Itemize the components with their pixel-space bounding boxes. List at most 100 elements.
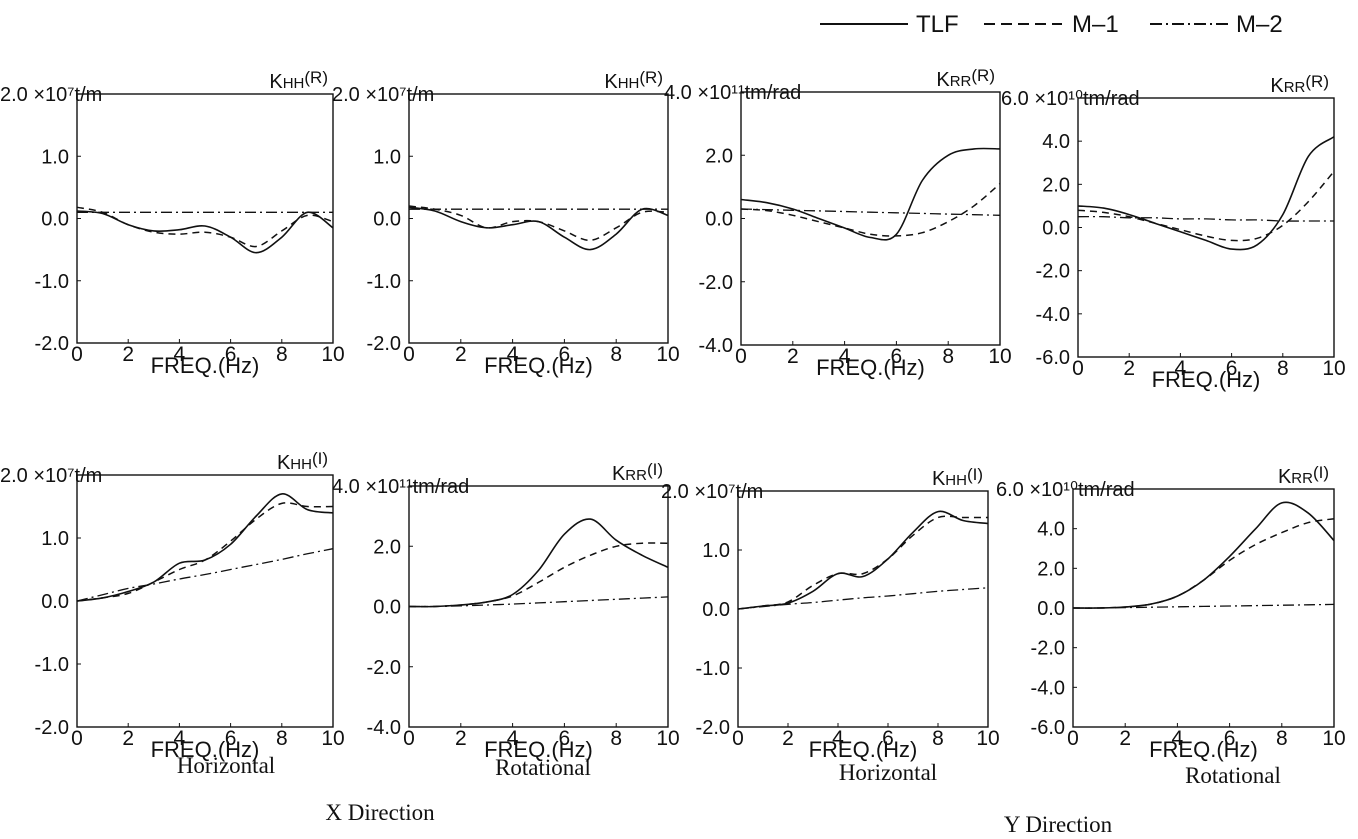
legend-label-m1: M–1 bbox=[1072, 11, 1119, 38]
panel-title: KHH(I) bbox=[277, 449, 328, 474]
x-tick-label: 0 bbox=[71, 343, 83, 366]
caption-y-direction: Y Direction bbox=[1004, 812, 1113, 837]
x-tick-label: 4 bbox=[174, 343, 186, 366]
legend-label-m2: M–2 bbox=[1236, 11, 1283, 38]
x-axis-label: FREQ.(Hz) bbox=[151, 353, 260, 378]
x-axis-label: FREQ.(Hz) bbox=[151, 737, 260, 762]
y-tick-label: 2.0 bbox=[1042, 174, 1070, 196]
series-line-m1 bbox=[408, 542, 669, 608]
y-tick-label: 1.0 bbox=[702, 540, 730, 562]
x-tick-label: 10 bbox=[1322, 727, 1345, 750]
y-tick-label: -1.0 bbox=[696, 658, 730, 680]
x-tick-label: 0 bbox=[1072, 357, 1084, 380]
series-line-m1 bbox=[1072, 518, 1335, 609]
x-tick-label: 4 bbox=[832, 727, 844, 750]
x-tick-label: 2 bbox=[122, 727, 134, 750]
x-axis-label: FREQ.(Hz) bbox=[1149, 737, 1258, 762]
x-tick-label: 2 bbox=[1123, 357, 1135, 380]
x-axis-label: FREQ.(Hz) bbox=[484, 737, 593, 762]
series-line-tlf bbox=[408, 518, 669, 608]
x-tick-label: 2 bbox=[122, 343, 134, 366]
x-tick-label: 0 bbox=[403, 727, 415, 750]
y-tick-label: -2.0 bbox=[696, 717, 730, 739]
y-tick-label: -2.0 bbox=[1036, 261, 1070, 283]
x-tick-label: 10 bbox=[988, 345, 1011, 368]
panel-title: KHH(I) bbox=[932, 465, 983, 490]
series-line-m1 bbox=[408, 205, 669, 242]
series-line-tlf bbox=[408, 206, 669, 251]
x-tick-label: 6 bbox=[882, 727, 894, 750]
series-line-tlf bbox=[76, 493, 334, 602]
series-line-m1 bbox=[737, 515, 988, 610]
series-line-m2 bbox=[740, 208, 1001, 216]
x-tick-label: 10 bbox=[1322, 357, 1345, 380]
series-line-tlf bbox=[76, 210, 334, 254]
y-tick-label: 0.0 bbox=[705, 209, 733, 231]
y-tick-label: -6.0 bbox=[1031, 717, 1065, 739]
panel-title: KRR(R) bbox=[1270, 72, 1329, 97]
x-tick-label: 8 bbox=[610, 727, 622, 750]
x-tick-label: 10 bbox=[321, 727, 344, 750]
y-tick-label: -4.0 bbox=[1031, 677, 1065, 699]
y-max-unit-label: 4.0 ×10¹¹tm/rad bbox=[332, 476, 469, 498]
series-line-m2 bbox=[1072, 603, 1335, 609]
x-tick-label: 6 bbox=[559, 343, 571, 366]
x-tick-label: 6 bbox=[891, 345, 903, 368]
caption-rotational-y: Rotational bbox=[1185, 763, 1281, 788]
y-tick-label: 0.0 bbox=[1037, 598, 1065, 620]
series-line-tlf bbox=[737, 510, 989, 610]
series-line-m1 bbox=[76, 502, 334, 602]
y-tick-label: -2.0 bbox=[1031, 638, 1065, 660]
caption-x-direction: X Direction bbox=[325, 800, 435, 825]
x-tick-label: 6 bbox=[1226, 357, 1238, 380]
panel-title: KHH(R) bbox=[269, 68, 328, 93]
y-tick-label: 0.0 bbox=[373, 597, 401, 619]
y-tick-label: -2.0 bbox=[35, 717, 69, 739]
x-tick-label: 2 bbox=[787, 345, 799, 368]
series-line-m2 bbox=[737, 587, 989, 610]
panel-title: KRR(I) bbox=[612, 460, 663, 485]
x-tick-label: 10 bbox=[656, 727, 679, 750]
x-tick-label: 10 bbox=[656, 343, 679, 366]
legend-label-tlf: TLF bbox=[916, 11, 959, 38]
x-tick-label: 0 bbox=[735, 345, 747, 368]
x-tick-label: 0 bbox=[403, 343, 415, 366]
x-tick-label: 2 bbox=[1119, 727, 1131, 750]
x-tick-label: 6 bbox=[225, 727, 237, 750]
chart-panel-p2: -2.0 -1.0 0.0 1.0 2.0 ×10⁷t/m KHH(R) 0 2 4 6 8 10 FR… bbox=[332, 68, 680, 378]
y-tick-label: -2.0 bbox=[35, 333, 69, 355]
chart-panel-p7: -2.0 -1.0 0.0 1.0 2.0 ×10⁷t/m KHH(I) 0 2 4 6 8 10 FR… bbox=[661, 465, 1000, 762]
x-tick-label: 4 bbox=[507, 727, 519, 750]
x-axis-label: FREQ.(Hz) bbox=[816, 355, 925, 380]
caption-rotational-x: Rotational bbox=[495, 755, 591, 780]
y-tick-label: -4.0 bbox=[699, 335, 733, 357]
y-tick-label: 1.0 bbox=[41, 528, 69, 550]
x-tick-label: 4 bbox=[839, 345, 851, 368]
caption-horizontal-x: Horizontal bbox=[177, 753, 275, 778]
y-tick-label: -1.0 bbox=[35, 271, 69, 293]
y-tick-label: 2.0 bbox=[705, 145, 733, 167]
x-tick-label: 0 bbox=[71, 727, 83, 750]
x-tick-label: 6 bbox=[559, 727, 571, 750]
x-tick-label: 0 bbox=[1067, 727, 1079, 750]
plot-frame bbox=[740, 91, 1001, 346]
chart-panel-p8: -6.0 -4.0 -2.0 0.0 2.0 4.0 6.0 ×10¹⁰tm/rad KRR(… bbox=[996, 463, 1346, 762]
chart-panel-p4: -6.0 -4.0 -2.0 0.0 2.0 4.0 6.0 ×10¹⁰tm/rad KRR(… bbox=[1001, 72, 1346, 392]
chart-panel-p3: -4.0 -2.0 0.0 2.0 4.0 ×10¹¹tm/rad KRR(R) 0 2 4 6 8… bbox=[664, 66, 1012, 380]
panel-title: KRR(I) bbox=[1278, 463, 1329, 488]
x-tick-label: 10 bbox=[321, 343, 344, 366]
y-max-unit-label: 2.0 ×10⁷t/m bbox=[661, 481, 763, 503]
y-max-unit-label: 6.0 ×10¹⁰tm/rad bbox=[1001, 88, 1140, 110]
y-tick-label: -4.0 bbox=[367, 717, 401, 739]
series-line-m1 bbox=[1077, 170, 1335, 242]
y-tick-label: 1.0 bbox=[373, 146, 401, 168]
series-line-tlf bbox=[1072, 501, 1335, 609]
x-tick-label: 6 bbox=[1224, 727, 1236, 750]
plot-frame bbox=[737, 490, 989, 728]
panel-title: KRR(R) bbox=[936, 66, 995, 91]
y-tick-label: 2.0 bbox=[373, 536, 401, 558]
y-tick-label: 0.0 bbox=[41, 209, 69, 231]
chart-panels: -2.0 -1.0 0.0 1.0 2.0 ×10⁷t/m KHH(R) 0 2 4 6 8 10 FR… bbox=[0, 66, 1346, 762]
x-axis-label: FREQ.(Hz) bbox=[1152, 367, 1261, 392]
